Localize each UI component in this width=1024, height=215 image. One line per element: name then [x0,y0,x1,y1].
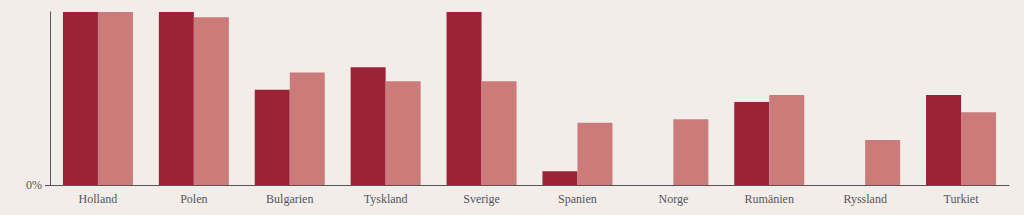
svg-text:Ryssland: Ryssland [843,192,887,206]
svg-text:Holland: Holland [79,192,118,206]
svg-text:0%: 0% [26,178,42,192]
svg-text:Norge: Norge [658,192,688,206]
svg-text:Bulgarien: Bulgarien [266,192,313,206]
svg-text:Turkiet: Turkiet [944,192,980,206]
svg-text:Spanien: Spanien [558,192,597,206]
svg-text:Rumänien: Rumänien [745,192,794,206]
svg-text:Tyskland: Tyskland [364,192,408,206]
svg-text:Polen: Polen [180,192,207,206]
svg-text:Sverige: Sverige [463,192,500,206]
